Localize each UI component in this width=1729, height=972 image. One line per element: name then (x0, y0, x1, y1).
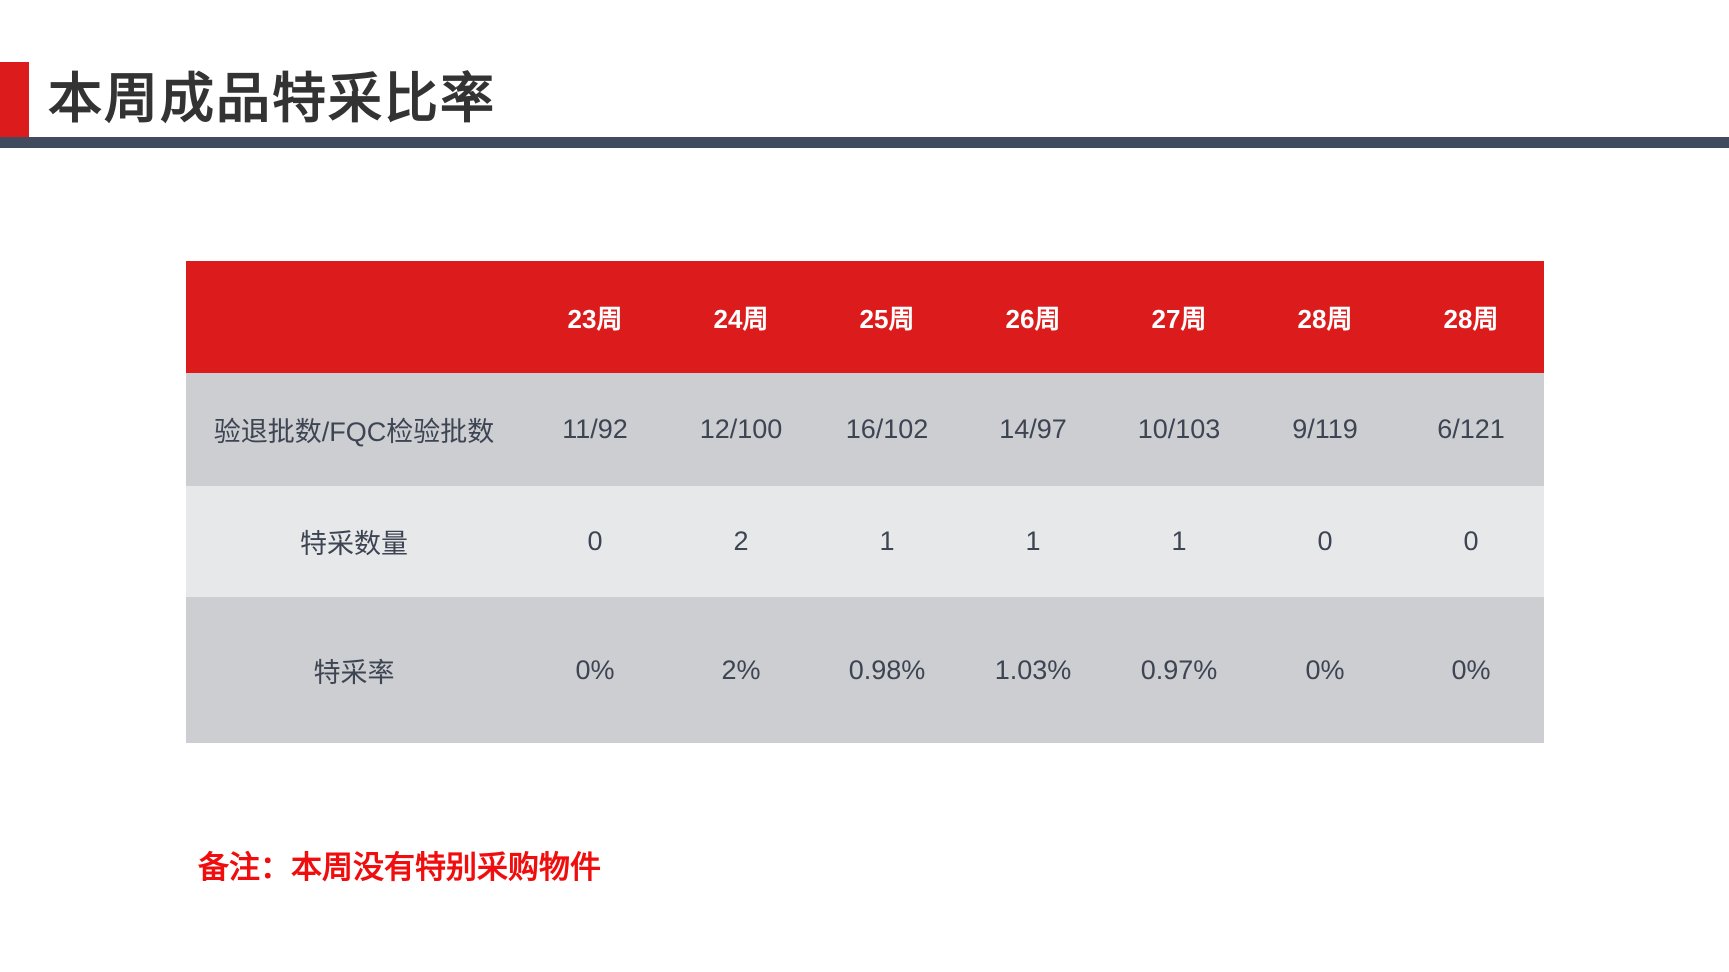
table-cell: 0% (575, 654, 615, 685)
column-header: 24周 (713, 303, 769, 334)
column-header: 26周 (1005, 303, 1061, 334)
column-header: 28周 (1297, 303, 1353, 334)
table-cell: 10/103 (1137, 414, 1221, 444)
row-label: 特采数量 (300, 529, 408, 559)
row-label: 特采率 (313, 657, 395, 688)
column-header: 23周 (567, 303, 623, 334)
table-cell: 2% (721, 654, 761, 685)
column-header (186, 261, 522, 373)
table-cell: 0 (1317, 526, 1333, 556)
table-cell: 1 (1171, 526, 1187, 556)
table-cell: 0% (1305, 654, 1345, 685)
table-cell: 0% (1451, 654, 1491, 685)
table-cell: 0 (1463, 526, 1479, 556)
table-row: 特采率 0% 2% 0.98% 1.03% 0.97% 0% 0% (186, 597, 1544, 743)
table-cell: 11/92 (562, 414, 628, 444)
table-cell: 0.97% (1140, 654, 1218, 685)
table-cell: 16/102 (845, 414, 929, 444)
table-cell: 2 (733, 526, 749, 556)
special-acceptance-table: 23周 24周 25周 26周 27周 28周 28周 验退批数/FQC检验批数… (186, 261, 1544, 743)
table-cell: 6/121 (1437, 414, 1505, 444)
table-cell: 14/97 (999, 414, 1067, 444)
remark-note: 备注：本周没有特别采购物件 (198, 850, 601, 886)
title-accent-bar (0, 62, 29, 138)
table-cell: 1 (879, 526, 895, 556)
table-cell: 12/100 (699, 414, 783, 444)
table-cell: 0.98% (848, 654, 926, 685)
page-title: 本周成品特采比率 (48, 67, 496, 130)
table-cell: 9/119 (1292, 414, 1358, 444)
row-label: 验退批数/FQC检验批数 (213, 417, 495, 447)
table-cell: 1.03% (994, 654, 1072, 685)
table-cell: 1 (1025, 526, 1041, 556)
table-cell: 0 (587, 526, 603, 556)
column-header: 27周 (1151, 303, 1207, 334)
column-header: 25周 (859, 303, 915, 334)
table-row: 特采数量 0 2 1 1 1 0 0 (186, 486, 1544, 597)
column-header: 28周 (1443, 303, 1499, 334)
table-header-row: 23周 24周 25周 26周 27周 28周 28周 (186, 261, 1544, 373)
title-divider (0, 137, 1729, 148)
table-row: 验退批数/FQC检验批数 11/92 12/100 16/102 14/97 1… (186, 373, 1544, 486)
